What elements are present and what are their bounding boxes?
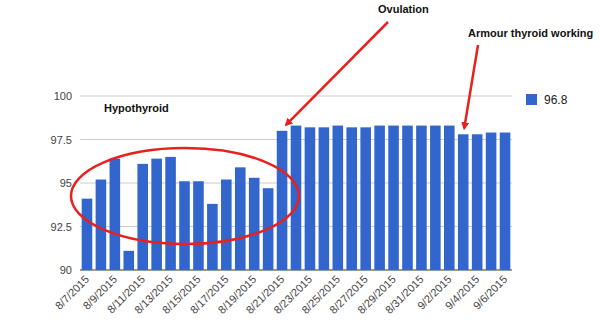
bar [137, 164, 148, 270]
bar [333, 126, 344, 270]
bar [123, 251, 134, 270]
bar [402, 126, 413, 270]
bar [110, 159, 121, 270]
bar [235, 167, 246, 270]
bar [500, 133, 511, 270]
bar [486, 133, 497, 270]
bar [305, 127, 316, 270]
bar [207, 204, 218, 270]
bar [360, 127, 371, 270]
annotation: Armour thyroid working [468, 27, 593, 39]
bar [472, 134, 483, 270]
y-tick-label: 90 [60, 264, 72, 276]
bar [416, 126, 427, 270]
bar [346, 127, 357, 270]
bar [96, 180, 107, 270]
y-tick-label: 97.5 [51, 134, 72, 146]
chart: 9092.59597.51008/7/20158/9/20158/11/2015… [0, 0, 600, 333]
bar [221, 180, 232, 270]
x-tick-label: 8/31/2015 [383, 273, 426, 316]
bar [249, 178, 260, 270]
highlight-ellipse [71, 148, 299, 244]
grid-line [80, 96, 512, 97]
bar [165, 157, 176, 270]
bar [458, 134, 469, 270]
legend-swatch [526, 94, 537, 105]
annotation: Hypothyroid [104, 102, 169, 114]
annotations: Hypothyroid Ovulation Armour thyroid worki… [71, 3, 593, 244]
bar [374, 126, 385, 270]
annotation-arrow [464, 45, 478, 128]
x-tick-label: 9/6/2015 [471, 273, 510, 312]
bar [179, 181, 190, 270]
bar [193, 181, 204, 270]
annotation-arrow [286, 22, 388, 125]
y-tick-label: 95 [60, 177, 72, 189]
bar [430, 126, 441, 270]
bar [319, 127, 330, 270]
y-tick-label: 92.5 [51, 221, 72, 233]
annotation: Ovulation [378, 3, 429, 15]
bars [82, 126, 511, 270]
bar [388, 126, 399, 270]
legend-label: 96.8 [544, 93, 568, 107]
bar [151, 159, 162, 270]
bar [82, 199, 93, 270]
y-tick-label: 100 [54, 90, 72, 102]
bar [277, 131, 288, 270]
bar [444, 126, 455, 270]
